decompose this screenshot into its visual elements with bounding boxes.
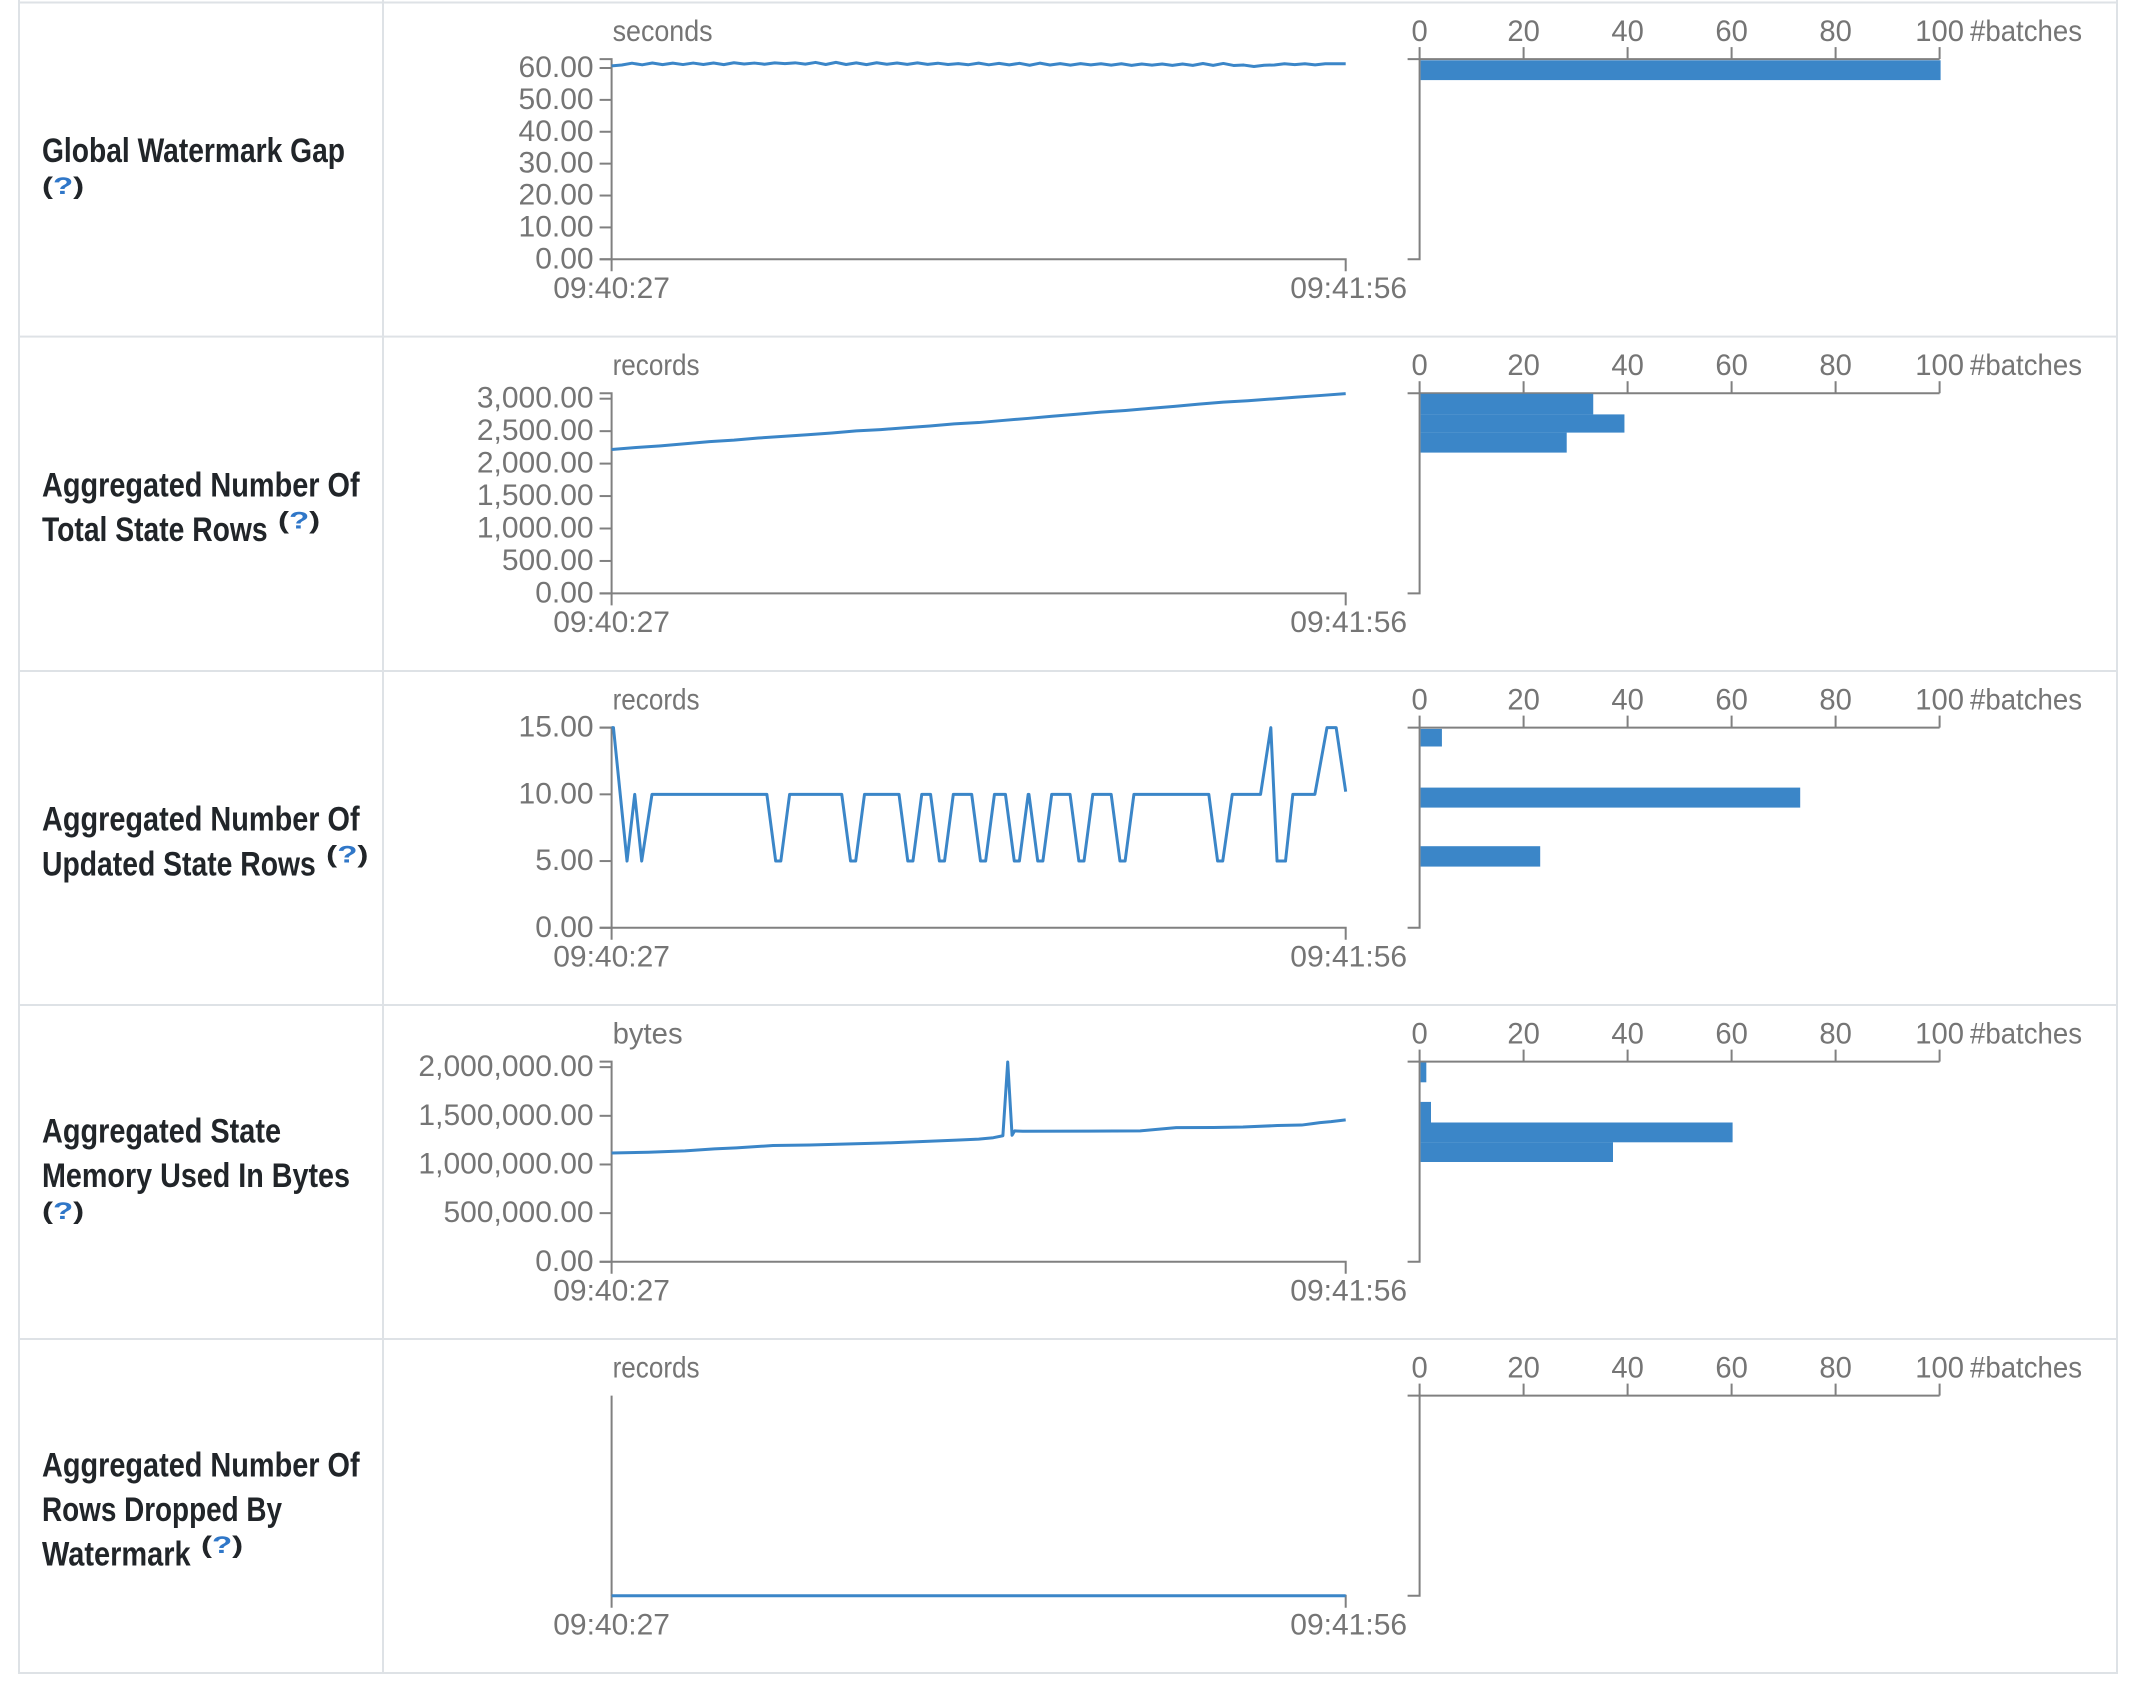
svg-text:10.00: 10.00 (519, 210, 594, 243)
svg-text:20: 20 (1507, 1353, 1539, 1385)
svg-text:60: 60 (1715, 350, 1747, 382)
svg-text:0.00: 0.00 (535, 1245, 593, 1278)
svg-text:(?): (?) (278, 507, 320, 534)
svg-text:40: 40 (1611, 685, 1643, 717)
svg-text:0.00: 0.00 (535, 576, 593, 609)
svg-text:Watermark: Watermark (42, 1536, 191, 1574)
svg-text:20: 20 (1507, 685, 1539, 717)
svg-text:60: 60 (1715, 16, 1747, 48)
svg-text:Global Watermark Gap: Global Watermark Gap (42, 132, 345, 170)
svg-text:(?): (?) (326, 841, 368, 868)
svg-text:(?): (?) (201, 1532, 243, 1559)
svg-text:09:41:56: 09:41:56 (1290, 1609, 1407, 1642)
svg-text:30.00: 30.00 (519, 147, 594, 180)
svg-text:(?): (?) (42, 1198, 84, 1225)
svg-text:100: 100 (1915, 1353, 1964, 1385)
svg-text:Updated State Rows: Updated State Rows (42, 845, 316, 883)
svg-text:1,500,000.00: 1,500,000.00 (418, 1099, 593, 1132)
svg-text:#batches: #batches (1970, 1018, 2082, 1051)
svg-text:0: 0 (1411, 1353, 1427, 1385)
svg-text:500.00: 500.00 (502, 544, 594, 577)
svg-text:20: 20 (1507, 16, 1539, 48)
svg-text:80: 80 (1819, 16, 1851, 48)
svg-text:0: 0 (1411, 685, 1427, 717)
svg-text:(?): (?) (42, 173, 84, 200)
svg-text:09:40:27: 09:40:27 (553, 606, 670, 639)
svg-text:09:40:27: 09:40:27 (553, 272, 670, 305)
svg-text:Rows Dropped By: Rows Dropped By (42, 1491, 282, 1529)
svg-text:#batches: #batches (1970, 349, 2082, 382)
svg-text:Memory Used In Bytes: Memory Used In Bytes (42, 1157, 350, 1195)
svg-text:Aggregated Number Of: Aggregated Number Of (42, 1446, 360, 1484)
svg-text:seconds: seconds (613, 15, 713, 48)
svg-text:40.00: 40.00 (519, 115, 594, 148)
svg-text:records: records (613, 349, 700, 382)
svg-text:20: 20 (1507, 1019, 1539, 1051)
svg-text:09:41:56: 09:41:56 (1290, 606, 1407, 639)
svg-text:#batches: #batches (1970, 684, 2082, 717)
svg-text:0: 0 (1411, 1019, 1427, 1051)
svg-text:60: 60 (1715, 685, 1747, 717)
svg-text:80: 80 (1819, 1019, 1851, 1051)
svg-text:50.00: 50.00 (519, 83, 594, 116)
svg-text:20.00: 20.00 (519, 179, 594, 212)
svg-text:100: 100 (1915, 350, 1964, 382)
svg-text:80: 80 (1819, 350, 1851, 382)
svg-text:1,000,000.00: 1,000,000.00 (418, 1147, 593, 1180)
svg-text:09:40:27: 09:40:27 (553, 1275, 670, 1308)
svg-text:09:41:56: 09:41:56 (1290, 272, 1407, 305)
svg-text:5.00: 5.00 (535, 844, 593, 877)
svg-text:1,500.00: 1,500.00 (477, 479, 594, 512)
svg-text:10.00: 10.00 (519, 777, 594, 810)
svg-text:bytes: bytes (613, 1017, 683, 1050)
svg-text:2,000,000.00: 2,000,000.00 (418, 1050, 593, 1083)
svg-text:2,000.00: 2,000.00 (477, 447, 594, 480)
svg-text:0.00: 0.00 (535, 911, 593, 944)
svg-text:09:40:27: 09:40:27 (553, 1609, 670, 1642)
svg-text:#batches: #batches (1970, 15, 2082, 48)
svg-text:2,500.00: 2,500.00 (477, 414, 594, 447)
svg-text:0.00: 0.00 (535, 242, 593, 275)
svg-text:100: 100 (1915, 16, 1964, 48)
svg-text:Aggregated Number Of: Aggregated Number Of (42, 801, 360, 839)
svg-text:3,000.00: 3,000.00 (477, 382, 594, 415)
svg-text:Aggregated State: Aggregated State (42, 1112, 281, 1150)
svg-text:15.00: 15.00 (519, 711, 594, 744)
svg-text:500,000.00: 500,000.00 (443, 1196, 593, 1229)
svg-text:Total State Rows: Total State Rows (42, 511, 268, 549)
svg-text:Aggregated Number Of: Aggregated Number Of (42, 466, 360, 504)
svg-text:60: 60 (1715, 1019, 1747, 1051)
svg-text:09:41:56: 09:41:56 (1290, 941, 1407, 974)
svg-text:records: records (613, 1351, 700, 1384)
svg-text:100: 100 (1915, 685, 1964, 717)
svg-text:60: 60 (1715, 1353, 1747, 1385)
svg-text:#batches: #batches (1970, 1352, 2082, 1385)
svg-text:40: 40 (1611, 350, 1643, 382)
svg-text:60.00: 60.00 (519, 51, 594, 84)
svg-text:20: 20 (1507, 350, 1539, 382)
svg-text:records: records (613, 683, 700, 716)
svg-text:80: 80 (1819, 685, 1851, 717)
svg-text:0: 0 (1411, 350, 1427, 382)
svg-text:40: 40 (1611, 16, 1643, 48)
svg-text:09:41:56: 09:41:56 (1290, 1275, 1407, 1308)
svg-text:0: 0 (1411, 16, 1427, 48)
svg-text:40: 40 (1611, 1353, 1643, 1385)
svg-text:1,000.00: 1,000.00 (477, 512, 594, 545)
svg-text:09:40:27: 09:40:27 (553, 941, 670, 974)
svg-text:100: 100 (1915, 1019, 1964, 1051)
svg-text:80: 80 (1819, 1353, 1851, 1385)
svg-text:40: 40 (1611, 1019, 1643, 1051)
